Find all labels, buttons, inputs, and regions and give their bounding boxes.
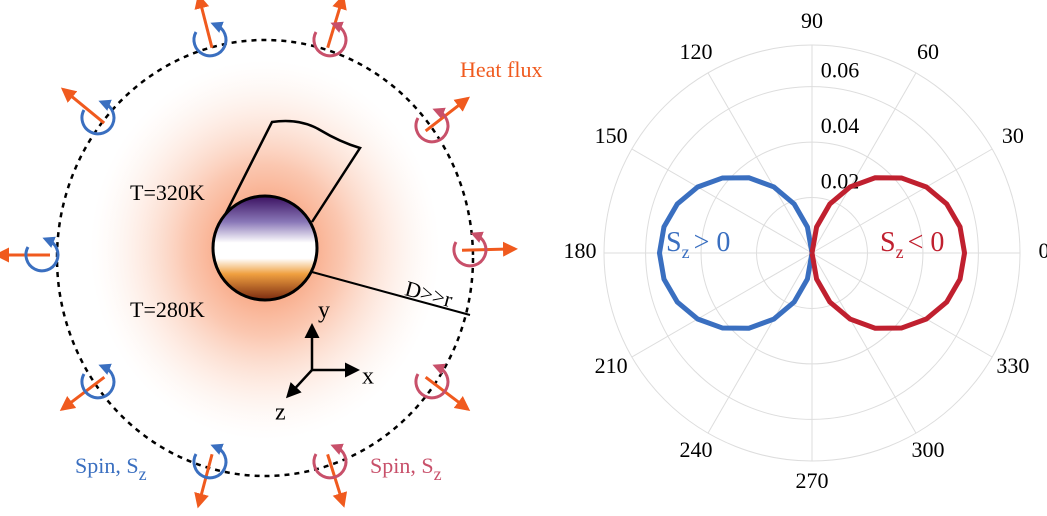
- theta-tick-label: 90: [801, 8, 823, 33]
- spin-label: Spin, Sz: [75, 453, 147, 484]
- temp-hot: T=320K: [130, 180, 205, 205]
- heat-flux-label: Heat flux: [460, 57, 542, 82]
- spoke: [812, 253, 916, 433]
- heat-arrow: [63, 89, 104, 123]
- heat-arrow: [328, 0, 343, 48]
- figure: Heat flux T=320K T=280K D>>r y x z Spin,…: [0, 0, 1047, 516]
- annotation-text: S: [666, 227, 682, 258]
- heat-arrow: [198, 454, 212, 505]
- annotation-sub: z: [896, 242, 904, 262]
- spoke: [812, 73, 916, 253]
- theta-tick-label: 120: [680, 39, 713, 64]
- spoke: [708, 73, 812, 253]
- theta-tick-label: 330: [996, 353, 1029, 378]
- spin-sub: z: [434, 464, 442, 484]
- spoke: [812, 149, 992, 253]
- theta-tick-label: 210: [595, 353, 628, 378]
- axis-z-label: z: [275, 400, 286, 426]
- spin-sub: z: [139, 464, 147, 484]
- polar-chart: 0 30 60 90 120 150 180 210 240 270 300 330 0.02 0.04 0…: [564, 8, 1047, 493]
- annotation-suffix: < 0: [908, 227, 945, 258]
- diagram: Heat flux T=320K T=280K D>>r y x z Spin,…: [0, 0, 542, 505]
- theta-tick-label: 300: [912, 437, 945, 462]
- annotation-sub: z: [682, 242, 690, 262]
- r-tick-label: 0.02: [821, 169, 860, 194]
- spoke: [632, 253, 812, 357]
- theta-tick-label: 30: [1002, 123, 1024, 148]
- r-tick-label: 0.06: [821, 58, 860, 83]
- temp-cold: T=280K: [130, 297, 205, 322]
- theta-tick-label: 270: [796, 468, 829, 493]
- annotation: Sz< 0: [880, 227, 944, 262]
- theta-tick-label: 180: [564, 238, 597, 263]
- spin-label: Spin, Sz: [370, 453, 442, 484]
- annotation: Sz> 0: [666, 227, 730, 262]
- r-tick-label: 0.04: [821, 113, 860, 138]
- axis-x-label: x: [362, 364, 374, 390]
- heat-arrow: [199, 0, 212, 48]
- spin-text: Spin, S: [75, 453, 139, 478]
- heat-arrow: [462, 249, 515, 250]
- spin-text: Spin, S: [370, 453, 434, 478]
- axis-y-label: y: [318, 298, 330, 324]
- theta-tick-label: 60: [917, 39, 939, 64]
- cylinder: [213, 196, 317, 300]
- theta-tick-label: 0: [1039, 238, 1047, 263]
- annotation-text: S: [880, 227, 896, 258]
- theta-tick-label: 150: [595, 123, 628, 148]
- theta-tick-label: 240: [680, 437, 713, 462]
- spoke: [708, 253, 812, 433]
- spoke: [812, 253, 992, 357]
- annotation-suffix: > 0: [694, 227, 731, 258]
